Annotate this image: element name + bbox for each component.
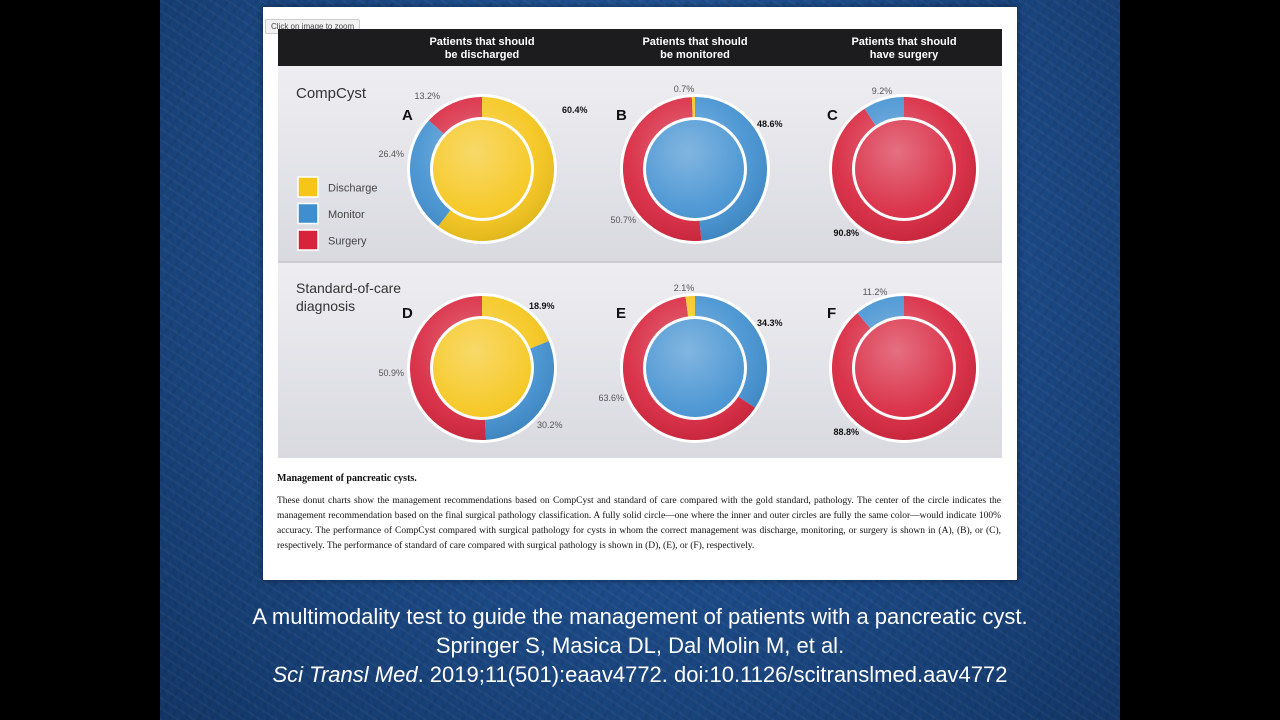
slice-label: 9.2% (872, 86, 893, 96)
donut-A-center-discharge (433, 120, 531, 218)
slice-label: 34.3% (757, 318, 783, 328)
svg-text:be monitored: be monitored (660, 49, 730, 61)
row-label-compcyst: CompCyst (296, 85, 367, 102)
citation-source: Sci Transl Med. 2019;11(501):eaav4772. d… (0, 660, 1280, 689)
slice-label: 48.6% (757, 119, 783, 129)
svg-text:have surgery: have surgery (870, 49, 939, 61)
citation: A multimodality test to guide the manage… (0, 602, 1280, 689)
slice-label: 50.7% (610, 215, 636, 225)
slice-label: 18.9% (529, 301, 555, 311)
svg-text:Patients that should: Patients that should (429, 36, 534, 48)
slice-label: 63.6% (598, 393, 624, 403)
caption-text: These donut charts show the management r… (277, 496, 1001, 551)
legend-label: Monitor (328, 209, 365, 221)
citation-details: . 2019;11(501):eaav4772. doi:10.1126/sci… (417, 662, 1008, 687)
legend-item-surgery: Surgery (297, 229, 367, 251)
donut-B-center-monitor (646, 120, 744, 218)
slice-label: 60.4% (562, 105, 588, 115)
slice-label: 11.2% (863, 287, 888, 297)
donut-F-center-surgery (855, 319, 953, 417)
legend-item-discharge: Discharge (297, 176, 378, 198)
slice-label: 26.4% (378, 149, 404, 159)
figure-caption: Management of pancreatic cysts. These do… (277, 473, 1001, 554)
svg-text:Standard-of-care: Standard-of-care (296, 280, 401, 296)
panel-label-E: E (616, 305, 626, 322)
column-header-1: Patients that should be discharged (429, 36, 534, 61)
panel-label-B: B (616, 107, 627, 124)
citation-journal: Sci Transl Med (272, 662, 418, 687)
slice-label: 50.9% (378, 368, 404, 378)
row-label-standard-of-care: Standard-of-care diagnosis (296, 280, 401, 314)
donut-C-center-surgery (855, 120, 953, 218)
legend-swatch-monitor (297, 202, 319, 225)
slice-label: 2.1% (674, 283, 695, 293)
svg-text:be discharged: be discharged (445, 49, 520, 61)
legend: Discharge Monitor Surgery (297, 176, 378, 251)
svg-text:diagnosis: diagnosis (296, 298, 355, 314)
slice-label: 13.2% (414, 91, 440, 101)
panel-label-D: D (402, 305, 413, 322)
legend-swatch-surgery (297, 229, 319, 251)
citation-authors: Springer S, Masica DL, Dal Molin M, et a… (435, 633, 845, 658)
slice-label: 30.2% (537, 420, 563, 430)
column-header-3: Patients that should have surgery (851, 36, 956, 61)
column-header-bar (278, 29, 1002, 66)
slice-label: 90.8% (833, 228, 859, 238)
legend-item-monitor: Monitor (297, 202, 365, 225)
svg-text:Patients that should: Patients that should (851, 36, 956, 48)
caption-title: Management of pancreatic cysts. (277, 473, 417, 484)
donut-chart-figure[interactable]: Patients that should be discharged Patie… (278, 29, 1002, 459)
panel-label-F: F (827, 305, 836, 322)
panel-label-C: C (827, 107, 838, 124)
svg-text:Patients that should: Patients that should (642, 36, 747, 48)
column-header-2: Patients that should be monitored (642, 36, 747, 61)
legend-label: Surgery (328, 236, 367, 248)
slice-label: 0.7% (674, 84, 695, 94)
donut-D-center-discharge (433, 319, 531, 417)
donut-E-center-monitor (646, 319, 744, 417)
figure-page: Click on image to zoom Patients that sho… (263, 7, 1017, 580)
citation-title: A multimodality test to guide the manage… (252, 604, 1028, 629)
panel-label-A: A (402, 107, 413, 124)
legend-label: Discharge (328, 183, 378, 195)
slice-label: 88.8% (833, 427, 859, 437)
legend-swatch-discharge (297, 176, 319, 198)
